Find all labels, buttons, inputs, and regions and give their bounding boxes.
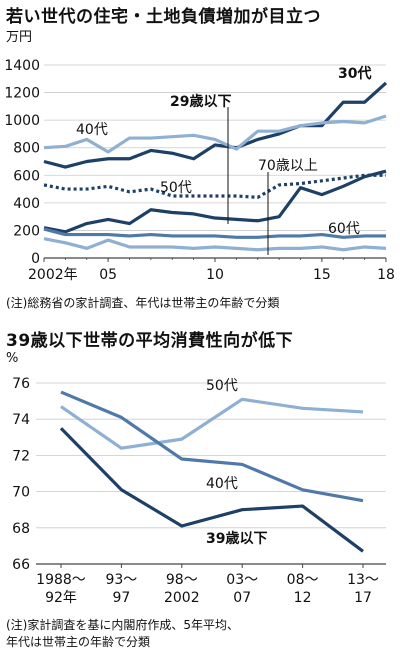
chart2-x-tick-line1: 98～ [166, 572, 198, 588]
chart1-y-tick: 1400 [4, 58, 40, 74]
chart2-x-tick-line1: 1988～ [36, 572, 86, 588]
chart1-label-50: 50代 [160, 180, 192, 196]
chart2-x-tick-line1: 03～ [226, 572, 258, 588]
chart1-note: (注)総務省の家計調査、年代は世帯主の年齢で分類 [6, 296, 280, 310]
chart1-svg: 0 200 400 600 800 1000 1200 1400 2002年 05 10 15 18 30… [4, 58, 395, 283]
chart1-y-tick: 1000 [4, 113, 40, 129]
chart1-label-40: 40代 [76, 122, 108, 138]
chart2-x-tick-line2: 2002 [164, 590, 200, 606]
chart1-y-tick: 200 [13, 223, 40, 239]
chart1-y-tick: 0 [31, 251, 40, 267]
chart1-y-tick: 600 [13, 168, 40, 184]
chart2-label-50: 50代 [206, 378, 238, 394]
chart2-x-tick-line2: 97 [112, 590, 130, 606]
chart2-note-1: (注)家計調査を基に内閣府作成、5年平均、 [6, 618, 239, 632]
chart2-y-tick: 66 [12, 557, 30, 573]
chart1-y-tick: 400 [13, 196, 40, 212]
chart2-y-tick: 76 [12, 376, 30, 392]
chart1-x-tick: 05 [99, 267, 117, 283]
chart2-unit: % [6, 351, 19, 366]
chart1-y-tick: 1200 [4, 86, 40, 102]
chart1-x-tick: 15 [313, 267, 331, 283]
chart2-label-39: 39歳以下 [206, 530, 267, 547]
chart2-series-line [59, 427, 364, 553]
chart2-y-tick: 70 [12, 485, 30, 501]
chart1-series-line [43, 114, 387, 154]
chart1-label-70: 70歳以上 [258, 158, 318, 174]
chart1-label-29: 29歳以下 [170, 93, 231, 110]
chart2-series-line [60, 397, 364, 450]
chart1-series-line [43, 237, 387, 252]
chart1-series-line [43, 227, 386, 239]
chart2-label-40: 40代 [206, 476, 238, 492]
chart2-x-tick-line2: 92年 [45, 590, 77, 606]
chart1-series-line [43, 169, 387, 234]
chart1-y-tick: 800 [13, 141, 40, 157]
chart1-label-30: 30代 [338, 65, 371, 82]
chart1-x-tick: 2002年 [28, 267, 78, 283]
chart2-x-tick-line1: 13～ [347, 572, 379, 588]
chart2-y-tick: 74 [12, 412, 30, 428]
chart1-x-tick: 18 [377, 267, 395, 283]
chart1-unit: 万円 [6, 30, 33, 45]
chart2-x-tick-line1: 93～ [105, 572, 137, 588]
chart1-series-line [43, 81, 388, 169]
chart2-note-2: 年代は世帯主の年齢で分類 [6, 635, 151, 649]
chart1-label-60: 60代 [328, 221, 360, 237]
chart1-x-tick: 10 [206, 267, 224, 283]
chart2-x-tick-line1: 08～ [287, 572, 319, 588]
chart2-x-tick-line2: 17 [354, 590, 372, 606]
chart2-x-tick-line2: 12 [294, 590, 312, 606]
chart2-title: 39歳以下世帯の平均消費性向が低下 [6, 331, 294, 351]
chart2-x-tick-line2: 07 [233, 590, 251, 606]
chart2-y-tick: 72 [12, 448, 30, 464]
chart2-y-tick: 68 [12, 521, 30, 537]
chart1-title: 若い世代の住宅・土地負債増加が目立つ [6, 7, 321, 27]
chart2-series-line [60, 390, 364, 503]
